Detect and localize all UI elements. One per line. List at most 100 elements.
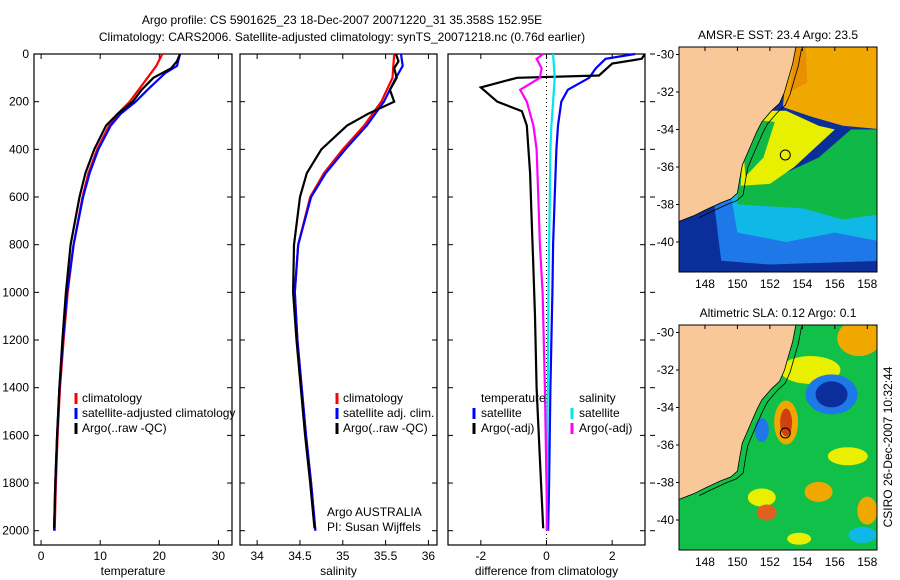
legend-entry: satellite: [481, 406, 522, 420]
map-field: [679, 47, 877, 272]
lat-tick-label: -32: [657, 363, 675, 377]
x-tick-label: 2: [609, 549, 616, 563]
x-tick-label: 0: [543, 549, 550, 563]
lon-tick-label: 152: [760, 555, 780, 569]
map-frame: [678, 46, 878, 273]
lat-tick-label: -30: [657, 48, 675, 62]
credit-text: PI: Susan Wijffels: [327, 520, 421, 534]
y-tick-label: 1400: [2, 381, 29, 395]
sla-low-blob: [754, 418, 769, 442]
x-tick-label: 20: [153, 549, 167, 563]
x-axis-label: salinity: [320, 564, 357, 578]
lat-tick-label: -36: [657, 160, 675, 174]
lat-tick-label: -30: [657, 326, 675, 340]
lon-tick-label: 158: [857, 555, 877, 569]
sla-yellow-blob: [787, 532, 812, 545]
legend-entry: satellite-adjusted climatology: [82, 406, 235, 420]
lat-tick-label: -32: [657, 85, 675, 99]
x-tick-label: 36: [422, 549, 436, 563]
lat-tick-label: -38: [657, 476, 675, 490]
lon-tick-label: 156: [825, 555, 845, 569]
lon-tick-label: 154: [792, 277, 812, 291]
land-coastline: [679, 47, 797, 222]
lon-tick-label: 150: [727, 277, 747, 291]
legend-group-title: salinity: [579, 391, 616, 405]
x-tick-label: 10: [94, 549, 108, 563]
sla-yellow-blob: [747, 488, 776, 507]
y-tick-label: 0: [22, 47, 29, 61]
legend-entry: satellite adj. clim.: [343, 406, 434, 420]
x-tick-label: 0: [38, 549, 45, 563]
lat-tick-label: -34: [657, 401, 675, 415]
legend-entry: Argo(..raw -QC): [343, 421, 428, 435]
series-line-salinity-satellite: [545, 53, 556, 531]
series-line-argo-raw-qc-: [291, 53, 400, 529]
series-line-salinity-argo-adj-: [518, 53, 549, 531]
y-tick-label: 1000: [2, 285, 29, 299]
sla-cyan-blob: [848, 527, 877, 543]
profile-panel-1: 0 200 400 600 800 1000 1200 1400 1600 1800 2000 0 10…: [2, 47, 235, 578]
lon-tick-label: 152: [760, 277, 780, 291]
x-tick-label: 34.5: [288, 549, 312, 563]
x-tick-label: 35.5: [374, 549, 398, 563]
map-frame: [678, 324, 878, 551]
y-tick-label: 800: [9, 238, 29, 252]
sla-high-blob: [857, 496, 877, 525]
y-tick-label: 2000: [2, 524, 29, 538]
legend-entry: climatology: [82, 391, 142, 405]
legend-entry: Argo(-adj): [481, 421, 534, 435]
credit-text: Argo AUSTRALIA: [327, 505, 422, 519]
argo-location-marker: [779, 149, 791, 161]
csiro-stamp: CSIRO 26-Dec-2007 10:32:44: [881, 366, 895, 527]
legend-entry: climatology: [343, 391, 403, 405]
sst-green-region: [737, 129, 877, 220]
map-title: AMSR-E SST: 23.4 Argo: 23.5: [698, 28, 858, 42]
lon-tick-label: 158: [857, 277, 877, 291]
map-title: Altimetric SLA: 0.12 Argo: 0.1: [700, 306, 857, 320]
sla-high-blob: [756, 504, 777, 521]
shelf-contour: [699, 326, 802, 496]
lon-tick-label: 150: [727, 555, 747, 569]
sla-map: 148 150 152 154 156 158 -30 -32 -34 -36 -38 -40 Alti…: [657, 306, 878, 569]
lon-tick-label: 148: [695, 555, 715, 569]
plot-frame: [33, 53, 233, 546]
series-line-argo-raw-qc-: [53, 53, 182, 529]
figure-title-line1: Argo profile: CS 5901625_23 18-Dec-2007 …: [142, 13, 542, 27]
lat-tick-label: -36: [657, 438, 675, 452]
lon-tick-label: 156: [825, 277, 845, 291]
legend-entry: Argo(..raw -QC): [82, 421, 167, 435]
argo-location-marker: [779, 427, 791, 439]
x-tick-label: -2: [475, 549, 486, 563]
y-tick-label: 1200: [2, 333, 29, 347]
legend-group-title: temperature: [481, 391, 546, 405]
legend-entry: satellite: [579, 406, 620, 420]
x-tick-label: 34: [250, 549, 264, 563]
y-tick-label: 600: [9, 190, 29, 204]
x-tick-label: 30: [212, 549, 226, 563]
sst-map: 148 150 152 154 156 158 -30 -32 -34 -36 -38 -40 AMSR…: [657, 28, 878, 291]
figure-title-line2: Climatology: CARS2006. Satellite-adjuste…: [99, 30, 585, 44]
profile-panel-2: 34 34.5 35 35.5 36 salinity climatologysatelli…: [239, 53, 438, 578]
y-tick-label: 200: [9, 95, 29, 109]
lon-tick-label: 154: [792, 555, 812, 569]
lat-tick-label: -34: [657, 123, 675, 137]
sla-yellow-blob: [827, 447, 868, 466]
series-line-temperature-argo-adj-: [478, 53, 646, 529]
lat-tick-label: -38: [657, 198, 675, 212]
x-axis-label: difference from climatology: [475, 564, 618, 578]
land-coastline: [679, 325, 797, 500]
sla-high-blob: [837, 325, 877, 357]
x-tick-label: 35: [336, 549, 350, 563]
series-line-temperature-satellite: [547, 52, 636, 531]
y-tick-label: 1600: [2, 428, 29, 442]
legend-entry: Argo(-adj): [579, 421, 632, 435]
shelf-contour: [699, 48, 802, 218]
sla-high-blob: [804, 481, 833, 502]
y-tick-label: 400: [9, 142, 29, 156]
y-tick-label: 1800: [2, 476, 29, 490]
map-field: [679, 325, 877, 550]
sla-low-core: [815, 381, 848, 408]
plot-frame: [239, 53, 438, 546]
x-axis-label: temperature: [101, 564, 166, 578]
